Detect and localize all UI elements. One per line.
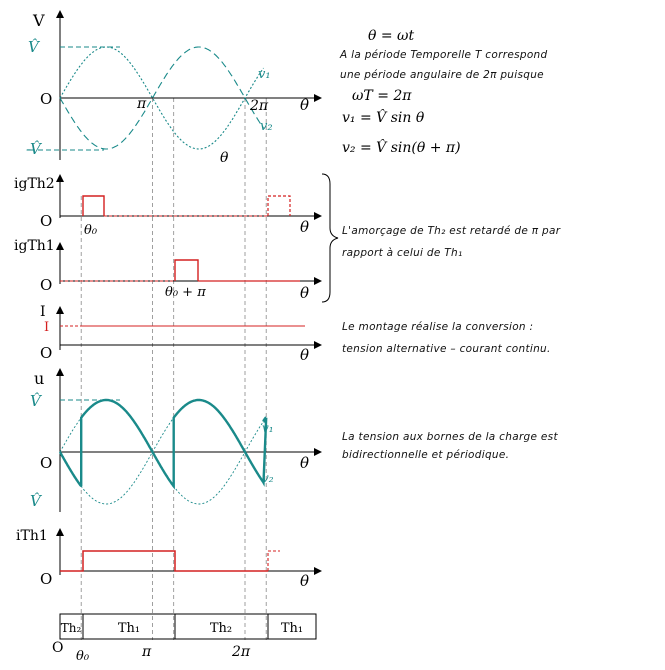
ith1-waveform-next bbox=[267, 550, 280, 571]
ith1-label: iTh1 bbox=[16, 528, 48, 544]
g1-theta0-pi: θ₀ + π bbox=[165, 285, 206, 300]
u-vhat-label: V̂ bbox=[30, 392, 43, 410]
top-y-label: V bbox=[32, 11, 45, 30]
eq-omega-t: ωT = 2π bbox=[352, 88, 412, 104]
conduction-theta0: θ₀ bbox=[76, 649, 90, 664]
ith1-waveform bbox=[60, 550, 268, 572]
v1-curve bbox=[59, 46, 264, 150]
i-level-label: I bbox=[44, 320, 49, 335]
eq-v1: v₁ = V̂ sin θ bbox=[342, 110, 425, 126]
u-v2-label: v₂ bbox=[262, 471, 274, 485]
load-voltage-plot: u V̂ V̂ O v₁ v₂ θ bbox=[30, 368, 322, 512]
conduction-box bbox=[59, 613, 317, 640]
note-conversion-1: Le montage réalise la conversion : bbox=[342, 321, 534, 333]
g1-theta: θ bbox=[300, 284, 309, 302]
gate-th1-plot: igTh1 O θ₀ + π θ bbox=[14, 238, 322, 302]
conduction-seg: Th₂ bbox=[61, 621, 82, 635]
g1-origin: O bbox=[40, 276, 52, 294]
note-period-2: une période angulaire de 2π puisque bbox=[340, 69, 544, 81]
g2-label: igTh2 bbox=[14, 176, 55, 192]
top-pi-label: π bbox=[136, 96, 147, 112]
note-conversion-2: tension alternative – courant continu. bbox=[342, 343, 551, 355]
source-voltage-plot: V V̂ -V̂ O π 2π v₁ v₂ θ θ bbox=[26, 10, 322, 166]
u-output-curve bbox=[58, 398, 268, 490]
eq-theta-omega-t: θ = ωt bbox=[368, 28, 415, 44]
v2-curve bbox=[59, 46, 264, 150]
top-2pi-label: 2π bbox=[249, 98, 269, 114]
vertical-guides bbox=[80, 98, 267, 640]
conduction-sequence: Th₂ Th₁ Th₂ Th₁ O θ₀ π 2π bbox=[52, 613, 317, 664]
conduction-seg: Th₁ bbox=[118, 621, 140, 636]
conduction-origin: O bbox=[52, 640, 63, 656]
v1-label: v₁ bbox=[258, 67, 271, 82]
neg-vhat-label: -V̂ bbox=[26, 140, 43, 158]
i-label: I bbox=[40, 304, 46, 320]
i-theta: θ bbox=[300, 346, 309, 364]
u-origin: O bbox=[40, 454, 52, 472]
conduction-seg: Th₁ bbox=[281, 621, 303, 636]
top-theta-axis: θ bbox=[300, 96, 309, 114]
conduction-2pi: 2π bbox=[231, 644, 251, 660]
thyristor-current-plot: iTh1 O θ bbox=[16, 528, 322, 590]
v2-label: v₂ bbox=[260, 119, 273, 134]
g2-pulse-1 bbox=[82, 195, 105, 216]
g1-label: igTh1 bbox=[14, 238, 55, 254]
conduction-seg: Th₂ bbox=[210, 621, 232, 636]
u-neg-vhat-label: V̂ bbox=[30, 492, 43, 510]
g2-pulse-2 bbox=[267, 195, 291, 216]
top-origin: O bbox=[40, 90, 52, 108]
g2-theta0: θ₀ bbox=[84, 223, 98, 238]
ith1-origin: O bbox=[40, 570, 52, 588]
load-current-plot: I I O θ bbox=[40, 304, 322, 364]
note-load-2: bidirectionnelle et périodique. bbox=[342, 449, 510, 461]
u-v1-label: v₁ bbox=[262, 421, 274, 435]
g2-theta: θ bbox=[300, 218, 309, 236]
eq-v2: v₂ = V̂ sin(θ + π) bbox=[342, 140, 461, 156]
brace bbox=[321, 173, 339, 303]
vhat-label: V̂ bbox=[28, 38, 41, 56]
note-period-1: A la période Temporelle T correspond bbox=[340, 49, 548, 61]
note-load-1: La tension aux bornes de la charge est bbox=[342, 431, 558, 443]
u-theta: θ bbox=[300, 454, 309, 472]
ith1-theta: θ bbox=[300, 572, 309, 590]
note-delay-1: L'amorçage de Th₂ est retardé de π par bbox=[342, 225, 561, 237]
conduction-pi: π bbox=[141, 644, 152, 660]
i-origin: O bbox=[40, 344, 52, 362]
g1-pulse bbox=[174, 259, 199, 281]
g2-origin: O bbox=[40, 212, 52, 230]
note-delay-2: rapport à celui de Th₁ bbox=[342, 247, 463, 259]
top-theta-label: θ bbox=[220, 150, 229, 166]
gate-th2-plot: igTh2 O θ₀ θ bbox=[14, 174, 322, 238]
u-label: u bbox=[34, 369, 44, 388]
